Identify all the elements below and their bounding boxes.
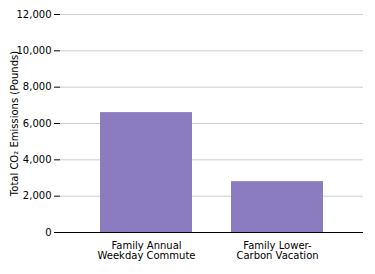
svg-text:Total CO₂ Emissions (Pounds): Total CO₂ Emissions (Pounds) [9, 51, 20, 197]
svg-text:10,000: 10,000 [17, 45, 52, 56]
svg-text:4,000: 4,000 [23, 154, 52, 165]
svg-text:2,000: 2,000 [23, 190, 52, 201]
svg-text:12,000: 12,000 [17, 9, 52, 20]
svg-text:0: 0 [45, 227, 51, 238]
svg-text:Family Lower-Carbon Vacation: Family Lower-Carbon Vacation [236, 240, 318, 261]
svg-text:6,000: 6,000 [23, 118, 52, 129]
svg-text:Family AnnualWeekday Commute: Family AnnualWeekday Commute [98, 240, 196, 261]
svg-text:8,000: 8,000 [23, 81, 52, 92]
